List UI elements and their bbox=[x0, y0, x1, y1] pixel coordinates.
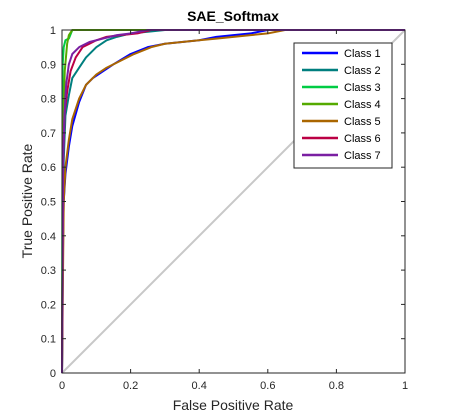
y-tick-label: 0.4 bbox=[41, 231, 56, 243]
x-tick-label: 0.2 bbox=[123, 380, 138, 392]
x-tick-label: 0.8 bbox=[329, 380, 344, 392]
y-tick-label: 0.9 bbox=[41, 59, 56, 71]
series-line-class-5 bbox=[61, 29, 405, 374]
y-tick-label: 0.5 bbox=[41, 197, 56, 209]
legend-label-class-4: Class 4 bbox=[344, 99, 381, 111]
legend-label-class-3: Class 3 bbox=[344, 82, 381, 94]
x-tick-label: 0.6 bbox=[260, 380, 275, 392]
y-tick-label: 0.7 bbox=[41, 128, 56, 140]
y-tick-label: 0.1 bbox=[41, 334, 56, 346]
x-tick-label: 0.4 bbox=[192, 380, 207, 392]
y-tick-label: 0 bbox=[50, 368, 56, 380]
chart-title: SAE_Softmax bbox=[187, 8, 279, 24]
y-axis-label: True Positive Rate bbox=[19, 143, 35, 258]
legend-label-class-2: Class 2 bbox=[344, 65, 381, 77]
x-tick-label: 0 bbox=[59, 380, 65, 392]
y-tick-label: 0.3 bbox=[41, 265, 56, 277]
legend-label-class-1: Class 1 bbox=[344, 48, 381, 60]
y-tick-label: 1 bbox=[50, 25, 56, 37]
x-axis-label: False Positive Rate bbox=[173, 397, 294, 413]
y-tick-label: 0.2 bbox=[41, 299, 56, 311]
legend-label-class-7: Class 7 bbox=[344, 150, 381, 162]
y-tick-label: 0.8 bbox=[41, 94, 56, 106]
legend-label-class-6: Class 6 bbox=[344, 133, 381, 145]
legend-label-class-5: Class 5 bbox=[344, 116, 381, 128]
legend-box bbox=[293, 42, 393, 169]
x-tick-label: 1 bbox=[402, 380, 408, 392]
y-tick-label: 0.6 bbox=[41, 162, 56, 174]
